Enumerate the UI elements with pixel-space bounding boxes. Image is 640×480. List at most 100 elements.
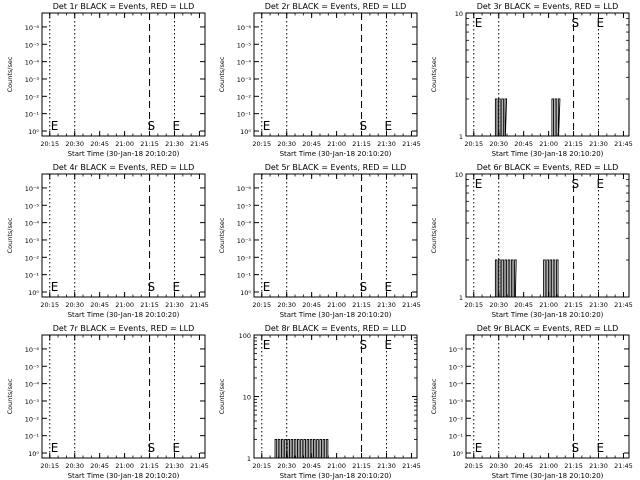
x-tick-label: 20:15 bbox=[252, 462, 271, 470]
marker-label: E bbox=[475, 177, 483, 191]
x-tick-label: 20:30 bbox=[65, 140, 84, 148]
panel-3: Det 3r BLACK = Events, RED = LLD Counts/s… bbox=[430, 2, 633, 158]
y-tick-label: 10⁻¹ bbox=[25, 433, 40, 441]
marker-label: S bbox=[148, 441, 156, 455]
marker-label: E bbox=[263, 280, 271, 294]
x-tick-label: 21:45 bbox=[190, 140, 209, 148]
x-tick-label: 20:30 bbox=[65, 462, 84, 470]
x-tick-label: 21:15 bbox=[352, 301, 371, 309]
y-tick-label: 10⁻¹ bbox=[25, 111, 40, 119]
y-tick-label: 10⁻⁵ bbox=[449, 363, 464, 371]
x-tick-label: 20:45 bbox=[302, 301, 321, 309]
marker-label: E bbox=[263, 119, 271, 133]
marker-label: S bbox=[572, 16, 580, 30]
y-tick-label: 10⁰ bbox=[28, 128, 39, 136]
y-tick-label: 10 bbox=[243, 394, 251, 402]
y-tick-label: 100 bbox=[239, 332, 251, 340]
x-tick-label: 21:00 bbox=[539, 301, 558, 309]
x-tick-label: 21:45 bbox=[402, 140, 421, 148]
x-tick-label: 21:45 bbox=[402, 301, 421, 309]
y-tick-label: 10⁻² bbox=[449, 415, 464, 423]
y-tick-label: 10⁻⁶ bbox=[237, 185, 252, 193]
y-tick-label: 10⁻⁶ bbox=[237, 24, 252, 32]
x-tick-label: 20:45 bbox=[302, 462, 321, 470]
x-tick-label: 21:15 bbox=[140, 462, 159, 470]
plot-frame bbox=[465, 173, 630, 298]
x-tick-label: 21:30 bbox=[165, 140, 184, 148]
y-axis-label: Counts/sec bbox=[218, 217, 226, 253]
y-tick-label: 10⁰ bbox=[28, 450, 39, 458]
event-burst bbox=[274, 439, 330, 459]
x-tick-label: 21:00 bbox=[327, 301, 346, 309]
y-tick-label: 10⁻⁴ bbox=[237, 220, 252, 228]
marker-label: S bbox=[572, 441, 580, 455]
x-tick-label: 20:45 bbox=[514, 140, 533, 148]
marker-label: E bbox=[475, 441, 483, 455]
marker-label: S bbox=[360, 280, 368, 294]
y-tick-label: 10⁻⁵ bbox=[237, 41, 252, 49]
y-axis-label: Counts/sec bbox=[6, 56, 14, 92]
y-axis-label: Counts/sec bbox=[218, 56, 226, 92]
x-tick-label: 20:45 bbox=[514, 462, 533, 470]
y-tick-label: 10⁻³ bbox=[237, 76, 252, 84]
x-tick-label: 20:30 bbox=[277, 462, 296, 470]
marker-label: E bbox=[51, 441, 59, 455]
x-tick-label: 20:15 bbox=[252, 140, 271, 148]
marker-label: E bbox=[173, 441, 181, 455]
panel-7: Det 7r BLACK = Events, RED = LLD Counts/s… bbox=[6, 324, 209, 480]
y-axis-label: Counts/sec bbox=[218, 378, 226, 414]
y-tick-label: 10⁻⁴ bbox=[25, 220, 40, 228]
marker-label: E bbox=[173, 119, 181, 133]
x-tick-label: 21:30 bbox=[589, 140, 608, 148]
x-axis-label: Start Time (30-Jan-18 20:10:20) bbox=[492, 311, 604, 319]
x-tick-label: 21:45 bbox=[614, 301, 633, 309]
panel-title: Det 6r BLACK = Events, RED = LLD bbox=[477, 163, 619, 172]
x-tick-label: 20:30 bbox=[65, 301, 84, 309]
y-tick-label: 10⁻² bbox=[25, 415, 40, 423]
x-tick-label: 20:30 bbox=[277, 140, 296, 148]
y-axis-label: Counts/sec bbox=[430, 56, 438, 92]
x-tick-label: 21:15 bbox=[352, 140, 371, 148]
panel-9: Det 9r BLACK = Events, RED = LLD Counts/s… bbox=[430, 324, 633, 480]
marker-label: E bbox=[385, 338, 393, 352]
y-tick-label: 10⁻⁴ bbox=[25, 59, 40, 67]
y-tick-label: 10⁻⁶ bbox=[25, 346, 40, 354]
marker-label: S bbox=[360, 119, 368, 133]
x-axis-label: Start Time (30-Jan-18 20:10:20) bbox=[68, 311, 180, 319]
y-tick-label: 10⁰ bbox=[240, 128, 251, 136]
x-tick-label: 20:15 bbox=[40, 140, 59, 148]
x-tick-label: 20:15 bbox=[464, 301, 483, 309]
x-tick-label: 21:00 bbox=[327, 462, 346, 470]
marker-label: E bbox=[385, 119, 393, 133]
x-tick-label: 20:15 bbox=[40, 462, 59, 470]
y-tick-label: 10⁰ bbox=[452, 450, 463, 458]
x-tick-label: 20:45 bbox=[90, 301, 109, 309]
panel-title: Det 3r BLACK = Events, RED = LLD bbox=[477, 2, 619, 11]
x-tick-label: 21:15 bbox=[564, 301, 583, 309]
x-axis-label: Start Time (30-Jan-18 20:10:20) bbox=[280, 472, 392, 480]
marker-label: S bbox=[572, 177, 580, 191]
y-tick-label: 10⁻³ bbox=[25, 76, 40, 84]
x-tick-label: 21:30 bbox=[165, 301, 184, 309]
x-tick-label: 21:45 bbox=[614, 462, 633, 470]
x-tick-label: 21:00 bbox=[115, 462, 134, 470]
x-axis-label: Start Time (30-Jan-18 20:10:20) bbox=[280, 311, 392, 319]
x-tick-label: 20:45 bbox=[90, 140, 109, 148]
marker-label: S bbox=[360, 338, 368, 352]
x-tick-label: 21:00 bbox=[115, 301, 134, 309]
y-tick-label: 10⁻³ bbox=[449, 398, 464, 406]
marker-label: E bbox=[597, 177, 605, 191]
marker-label: S bbox=[148, 280, 156, 294]
y-tick-label: 10⁻⁶ bbox=[25, 24, 40, 32]
plot-frame bbox=[465, 12, 630, 137]
marker-label: E bbox=[263, 338, 271, 352]
x-tick-label: 21:45 bbox=[190, 301, 209, 309]
x-axis-label: Start Time (30-Jan-18 20:10:20) bbox=[492, 472, 604, 480]
panel-4: Det 4r BLACK = Events, RED = LLD Counts/s… bbox=[6, 163, 209, 319]
x-tick-label: 21:30 bbox=[377, 462, 396, 470]
x-axis-label: Start Time (30-Jan-18 20:10:20) bbox=[280, 150, 392, 158]
x-tick-label: 21:30 bbox=[377, 301, 396, 309]
panel-title: Det 1r BLACK = Events, RED = LLD bbox=[53, 2, 195, 11]
x-tick-label: 20:30 bbox=[489, 462, 508, 470]
x-tick-label: 21:15 bbox=[564, 462, 583, 470]
